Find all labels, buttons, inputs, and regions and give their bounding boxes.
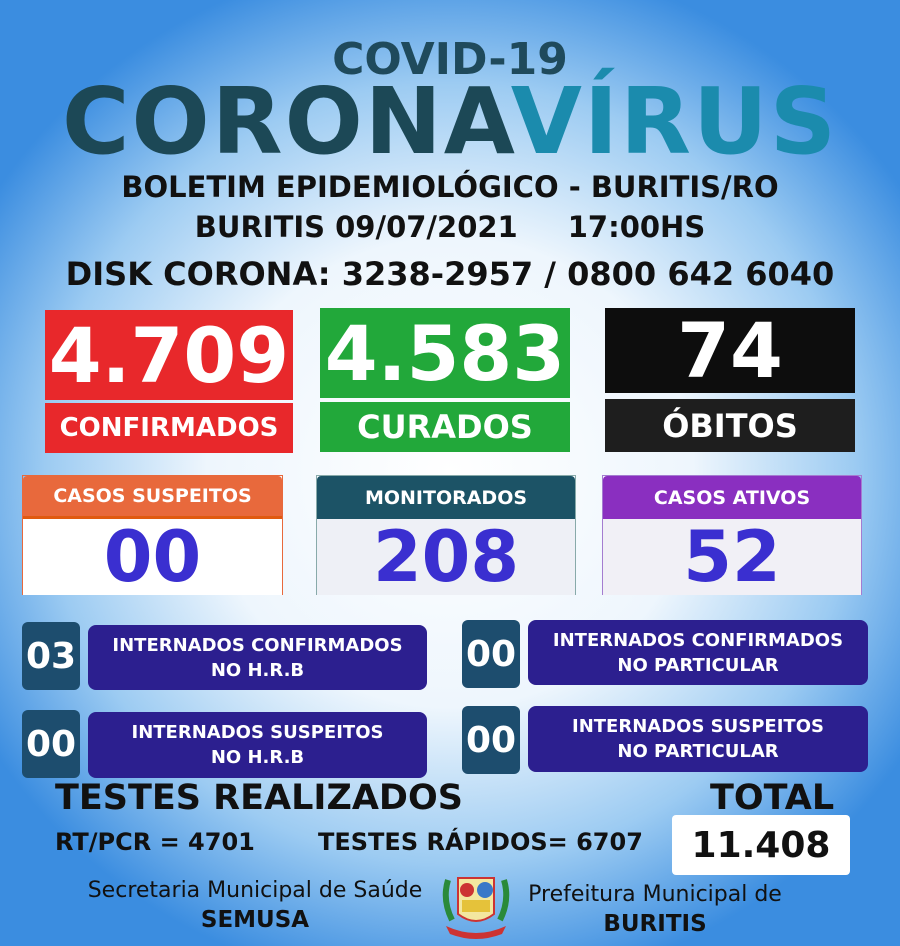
- suspected-label: CASOS SUSPEITOS: [23, 476, 282, 519]
- monitored-card: MONITORADOS 208: [316, 475, 576, 598]
- tests-title: TESTES REALIZADOS: [55, 778, 463, 818]
- covid-title: COVID-19: [332, 34, 568, 85]
- time: 17:00HS: [567, 210, 706, 244]
- title-corona: CORONA: [62, 68, 511, 175]
- hrb-suspected-value: 00: [22, 710, 80, 778]
- label-line1: INTERNADOS CONFIRMADOS: [552, 629, 844, 651]
- private-suspected-label: INTERNADOS SUSPEITOS NO PARTICULAR: [528, 706, 868, 772]
- total-label: TOTAL: [710, 778, 835, 818]
- hrb-confirmed-label: INTERNADOS CONFIRMADOS NO H.R.B: [88, 625, 427, 690]
- monitored-label: MONITORADOS: [317, 476, 575, 519]
- label-line2: NO H.R.B: [210, 659, 305, 681]
- active-card: CASOS ATIVOS 52: [602, 475, 862, 598]
- deaths-label: ÓBITOS: [605, 399, 855, 452]
- active-value: 52: [603, 516, 861, 598]
- prefeitura-text: Prefeitura Municipal de: [528, 882, 782, 907]
- cured-value: 4.583: [320, 308, 570, 398]
- hrb-confirmed-value: 03: [22, 622, 80, 690]
- label-line2: NO PARTICULAR: [617, 741, 779, 762]
- buritis-coat-of-arms-logo: [442, 877, 510, 939]
- suspected-value: 00: [23, 516, 282, 598]
- total-value: 11.408: [672, 815, 850, 875]
- suspected-card: CASOS SUSPEITOS 00: [22, 475, 283, 598]
- date: BURITIS 09/07/2021: [194, 210, 518, 244]
- private-confirmed-value: 00: [462, 620, 520, 688]
- buritis-text: BURITIS: [603, 911, 707, 937]
- disk-corona: DISK CORONA: 3238-2957 / 0800 642 6040: [65, 255, 835, 293]
- label-line1: INTERNADOS CONFIRMADOS: [112, 634, 403, 656]
- confirmed-value: 4.709: [45, 310, 293, 400]
- semusa-text: SEMUSA: [200, 907, 310, 933]
- private-suspected-value: 00: [462, 706, 520, 774]
- rapid-tests-count: TESTES RÁPIDOS= 6707: [318, 828, 643, 856]
- deaths-value: 74: [605, 306, 855, 395]
- secretaria-text: Secretaria Municipal de Saúde: [87, 878, 423, 903]
- confirmed-label: CONFIRMADOS: [45, 403, 293, 453]
- rtpcr-count: RT/PCR = 4701: [55, 828, 255, 856]
- monitored-value: 208: [317, 516, 575, 598]
- coronavirus-title: CORONAVÍRUS: [0, 72, 900, 172]
- label-line1: INTERNADOS SUSPEITOS: [572, 716, 824, 737]
- title-virus: VÍRUS: [510, 68, 838, 175]
- active-label: CASOS ATIVOS: [603, 476, 861, 519]
- bulletin-subtitle: BOLETIM EPIDEMIOLÓGICO - BURITIS/RO: [121, 170, 779, 204]
- label-line2: NO PARTICULAR: [617, 654, 779, 676]
- label-line2: NO H.R.B: [210, 747, 305, 768]
- private-confirmed-label: INTERNADOS CONFIRMADOS NO PARTICULAR: [528, 620, 868, 685]
- cured-card: 4.583 CURADOS: [320, 308, 570, 453]
- hrb-suspected-label: INTERNADOS SUSPEITOS NO H.R.B: [88, 712, 427, 778]
- date-time: BURITIS 09/07/2021 17:00HS: [0, 210, 900, 244]
- deaths-card: 74 ÓBITOS: [605, 306, 855, 453]
- label-line1: INTERNADOS SUSPEITOS: [131, 722, 384, 743]
- confirmed-card: 4.709 CONFIRMADOS: [45, 310, 293, 453]
- cured-label: CURADOS: [320, 402, 570, 452]
